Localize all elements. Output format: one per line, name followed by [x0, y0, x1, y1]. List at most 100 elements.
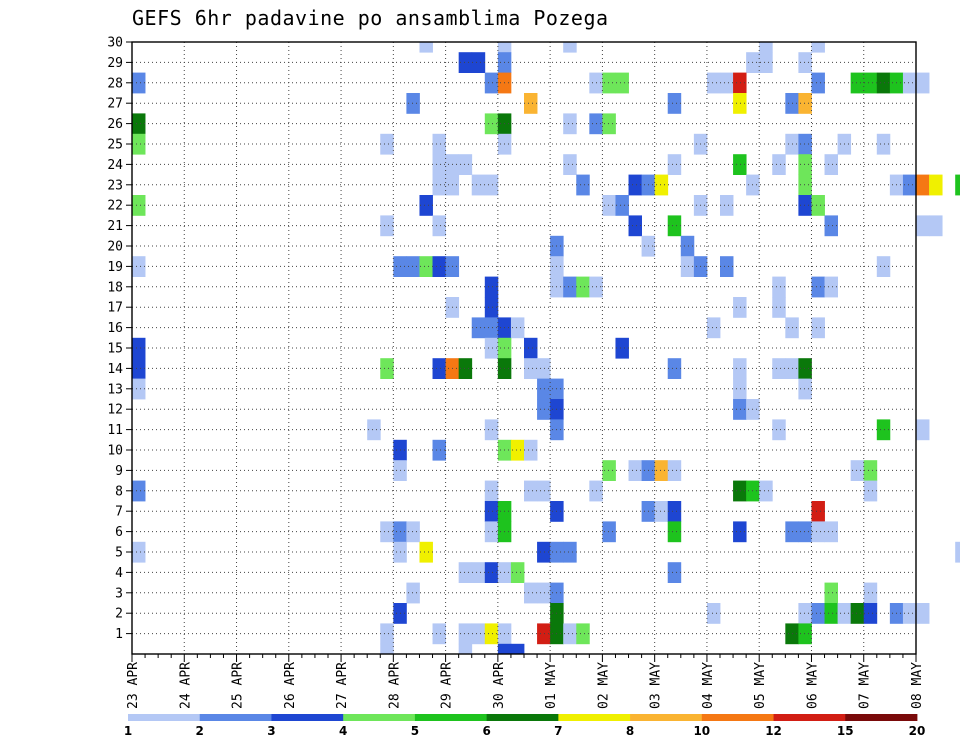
heatmap-cell	[654, 460, 669, 481]
heatmap-cell	[902, 174, 917, 196]
heatmap-cell	[667, 215, 682, 237]
heatmap-cell	[798, 378, 812, 400]
y-tick-label: 5	[115, 546, 123, 561]
y-tick-label: 30	[107, 36, 123, 51]
y-tick-label: 17	[107, 301, 123, 316]
heatmap-cell	[602, 460, 616, 481]
heatmap-cell	[563, 154, 577, 175]
heatmap-cell	[419, 195, 433, 216]
heatmap-cell	[811, 195, 825, 216]
y-tick-label: 2	[115, 607, 123, 622]
heatmap-cell	[720, 195, 734, 216]
heatmap-cell	[824, 582, 838, 604]
heatmap-cell	[798, 133, 812, 155]
heatmap-cell	[824, 276, 838, 298]
heatmap-cell	[380, 643, 394, 655]
heatmap-cell	[955, 541, 960, 563]
heatmap-cell	[419, 541, 433, 563]
heatmap-cell	[497, 42, 512, 53]
heatmap-cell	[132, 72, 146, 94]
heatmap-cell	[419, 256, 433, 277]
heatmap-cell	[667, 358, 682, 379]
heatmap-cell	[406, 582, 420, 604]
heatmap-cell	[615, 337, 629, 359]
heatmap-cell	[811, 501, 825, 522]
heatmap-cell	[471, 562, 486, 583]
heatmap-cell	[916, 215, 930, 237]
heatmap-cell	[824, 215, 838, 237]
heatmap-cell	[667, 154, 682, 175]
heatmap-cell	[850, 603, 865, 624]
color-scale-swatch	[558, 714, 631, 721]
heatmap-cell	[628, 460, 642, 481]
heatmap-cell	[628, 174, 642, 196]
heatmap-cell	[537, 378, 551, 400]
x-tick-label: 08 MAY	[910, 662, 925, 709]
color-scale-label: 3	[267, 724, 275, 738]
color-scale-bar: 1 2 3 4 5 6 7 8 10 12 15 20	[124, 714, 925, 738]
y-tick-label: 3	[115, 586, 123, 601]
color-scale-label: 2	[196, 724, 204, 738]
heatmap-cell	[537, 623, 551, 645]
color-scale-swatch	[630, 714, 703, 721]
heatmap-cell	[524, 480, 538, 502]
heatmap-cell	[798, 623, 812, 645]
heatmap-cell	[798, 195, 812, 216]
heatmap-cell	[484, 276, 499, 298]
heatmap-cell	[667, 562, 682, 583]
heatmap-cell	[916, 603, 930, 624]
heatmap-cell	[929, 215, 943, 237]
heatmap-cell	[850, 72, 865, 94]
heatmap-cell	[733, 297, 747, 318]
heatmap-cell	[524, 582, 538, 604]
y-tick-label: 4	[115, 566, 123, 581]
heatmap-cell	[576, 174, 590, 196]
heatmap-cell	[484, 623, 499, 645]
heatmap-cell	[471, 174, 486, 196]
heatmap-cell	[484, 337, 499, 359]
heatmap-cell	[484, 501, 499, 522]
y-tick-label: 1	[115, 627, 123, 642]
heatmap-cell	[798, 52, 812, 73]
heatmap-cell	[563, 42, 577, 53]
heatmap-cell	[916, 72, 930, 94]
x-tick-label: 27 APR	[335, 662, 350, 709]
x-tick-label: 28 APR	[387, 662, 402, 709]
heatmap-cell	[132, 113, 146, 135]
heatmap-cell	[916, 174, 930, 196]
heatmap-cell	[811, 72, 825, 94]
heatmap-cell	[484, 480, 499, 502]
cells-layer	[132, 42, 960, 655]
y-tick-label: 9	[115, 464, 123, 479]
color-scale-label: 4	[339, 724, 347, 738]
heatmap-cell	[419, 42, 433, 53]
heatmap-cell	[432, 215, 446, 237]
y-tick-label: 26	[107, 117, 123, 132]
heatmap-cell	[602, 521, 616, 543]
heatmap-cell	[733, 480, 747, 502]
color-scale-label: 6	[482, 724, 490, 738]
heatmap-cell	[876, 419, 891, 441]
heatmap-cell	[367, 419, 381, 441]
heatmap-cell	[798, 174, 812, 196]
heatmap-cell	[537, 358, 551, 379]
heatmap-cell	[484, 174, 499, 196]
color-scale-swatch	[701, 714, 774, 721]
heatmap-cell	[576, 276, 590, 298]
heatmap-cell	[706, 603, 721, 624]
heatmap-cell	[510, 643, 525, 655]
color-scale-label: 1	[124, 724, 132, 738]
heatmap-cell	[929, 174, 943, 196]
color-scale-label: 15	[837, 724, 854, 738]
heatmap-cell	[458, 52, 473, 73]
x-tick-label: 02 MAY	[596, 662, 611, 709]
y-tick-label: 28	[107, 76, 123, 91]
heatmap-cell	[863, 582, 878, 604]
heatmap-cell	[733, 521, 747, 543]
heatmap-cell	[432, 133, 446, 155]
heatmap-cell	[576, 623, 590, 645]
heatmap-cell	[132, 378, 146, 400]
heatmap-cell	[484, 419, 499, 441]
y-tick-label: 23	[107, 178, 123, 193]
heatmap-cell	[798, 521, 812, 543]
